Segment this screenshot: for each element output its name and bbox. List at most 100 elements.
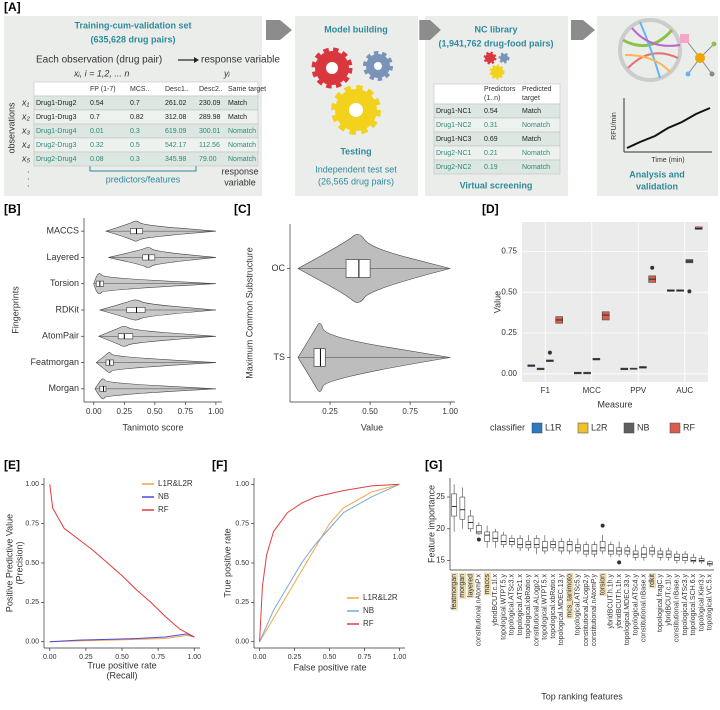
legend-label: RF: [683, 422, 695, 432]
x-tick-label: 0.50: [147, 407, 163, 416]
line: [259, 483, 400, 642]
x-tick-label: constitutional.nBase.y: [674, 574, 681, 643]
box: [99, 385, 107, 392]
chord-diagram: [618, 18, 682, 82]
y-tick-label: 0.00: [235, 639, 249, 646]
table-cell: 0.82: [130, 114, 144, 121]
label-highlight: [483, 572, 491, 596]
table-cell: 261.02: [165, 100, 187, 107]
x-tick-label: 1.00: [393, 654, 407, 661]
label-highlight: [648, 572, 656, 589]
curve: [626, 107, 711, 149]
ellipsis: .: [27, 164, 30, 174]
box: [345, 259, 371, 278]
x-tick-label: 0.25: [117, 407, 133, 416]
table-header-cell: Desc2..: [199, 86, 223, 93]
x-tick-label: 0.00: [43, 654, 57, 661]
y-tick-label: 0.00: [501, 369, 517, 378]
outlier: [650, 265, 655, 270]
label-highlight: [450, 572, 458, 611]
outlier: [547, 350, 552, 355]
table-cell: Drug1-NC1: [436, 108, 472, 115]
outlier: [617, 560, 622, 565]
x-tick-label: rdkit: [649, 574, 656, 587]
box: [599, 541, 606, 552]
table-cell: Nomatch: [522, 150, 550, 157]
table-cell: Nomatch: [522, 164, 550, 171]
x-tick-label: ybridBCUT.h.1h.x: [616, 574, 623, 629]
y-tick-label: MACCS: [46, 226, 79, 236]
table-cell: 112.56: [199, 142, 220, 149]
x-tick-label: topological.fragC.y: [657, 574, 664, 632]
label-highlight: [599, 572, 607, 597]
line: [49, 633, 195, 643]
arrow: [266, 20, 292, 40]
x-tick-label: 0.50: [323, 654, 337, 661]
x-tick-label: 0.25: [322, 407, 338, 416]
x-tick-label: 0.00: [253, 654, 267, 661]
y-axis-title: Value: [492, 291, 502, 313]
y-axis-title: (Precision): [14, 541, 24, 584]
box: [601, 311, 610, 321]
x-tick-label: PPV: [630, 386, 647, 395]
box-title: Model building: [324, 24, 388, 34]
box: [313, 348, 326, 367]
table-cell: 0.31: [484, 122, 498, 129]
table-cell: Drug2-NC1: [436, 150, 472, 157]
table-cell: 79.00: [199, 156, 217, 163]
x-tick-label: topological.ATSc1.x: [517, 574, 524, 636]
line: [259, 483, 400, 642]
legend-label: L1R&L2R: [363, 593, 398, 602]
box: [476, 525, 482, 535]
table-cell: 0.5: [130, 142, 140, 149]
y-tick-label: Morgan: [48, 383, 79, 393]
box: [484, 531, 490, 542]
x-tick-label: torsion: [599, 574, 606, 595]
panel-label: [F]: [212, 458, 227, 472]
table-cell: Drug2-NC2: [436, 164, 472, 171]
response-label: response variable: [201, 55, 280, 66]
table-cell: Drug1-Drug3: [36, 114, 77, 121]
box: [641, 547, 647, 558]
table-header-cell: Desc1..: [165, 86, 189, 93]
observation-label: Each observation (drug pair): [36, 55, 162, 66]
x-tick-label: topological.SCH.6.x: [690, 574, 697, 636]
x-tick-label: topological.xbRatio.x: [550, 574, 557, 639]
y-axis-title: Positive Predictive Value: [4, 514, 14, 612]
y-tick-label: 1.00: [25, 481, 39, 488]
x-tick-label: 1.00: [187, 654, 201, 661]
box: [608, 544, 614, 555]
y-tick-label: OC: [272, 263, 286, 273]
x-tick-label: constitutional.ALogp2.y: [583, 574, 590, 647]
testing-label: Testing: [340, 146, 371, 156]
table-header-cell: Same target: [228, 86, 266, 93]
small-gears: [483, 51, 510, 80]
y-tick-label: Layered: [46, 252, 79, 262]
x-tick-label: topological.ATSc4.y: [632, 574, 639, 636]
box-title: NC library: [474, 24, 517, 34]
box-caption: validation: [636, 181, 678, 191]
panel-label: [G]: [425, 458, 442, 472]
legend-swatch: [577, 422, 589, 434]
x-tick-label: topological.WTPT.5.y: [500, 574, 507, 640]
x-tick-label: 0.25: [79, 654, 93, 661]
test-set-label: Independent test set: [315, 164, 397, 174]
x-tick-label: maccs: [484, 574, 491, 595]
box: [566, 541, 573, 552]
x-tick-label: topological.ATSc3.x: [509, 574, 516, 636]
x-tick-label: 1.00: [442, 407, 458, 416]
table-cell: 0.7: [130, 100, 140, 107]
x-tick-label: MCC: [583, 386, 601, 395]
table-cell: 619.09: [165, 128, 187, 135]
table-cell: 542.17: [165, 142, 187, 149]
box: [451, 493, 457, 517]
x-axis-title: Measure: [597, 399, 632, 409]
x-tick-label: constitutional.nAtomP.x: [476, 574, 483, 647]
table-cell: 0.32: [90, 142, 104, 149]
predictors-label: predictors/features: [106, 174, 181, 184]
table-cell: Nomatch: [228, 128, 256, 135]
legend-label: L1R&L2R: [158, 479, 193, 488]
table-cell: 0.54: [484, 108, 498, 115]
y-tick-label: 0.25: [25, 599, 39, 606]
